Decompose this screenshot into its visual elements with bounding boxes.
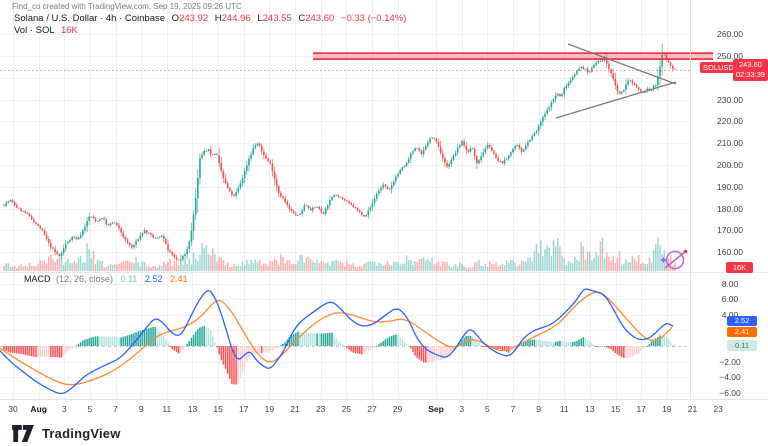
axis-label: 220.00 — [717, 116, 743, 127]
tradingview-wordmark[interactable]: TradingView — [42, 425, 121, 441]
last-price-value: 243.60 — [739, 60, 762, 69]
footer: TradingView — [10, 423, 121, 443]
time-tick-label: 11 — [162, 404, 172, 414]
time-axis[interactable]: 30 Aug 3 5 7 9 11 13 15 17 19 21 23 25 27 29 Sep 3 5 7 9 11 13… — [0, 399, 768, 419]
macd-study-row[interactable]: MACD (12, 26, close) 0.11 2.52 2.41 — [24, 274, 188, 284]
close-label: C — [298, 13, 306, 24]
sticker-icon[interactable] — [658, 247, 690, 278]
high-value: 244.96 — [221, 13, 251, 24]
time-tick-label: Aug — [30, 404, 47, 414]
time-tick-label: 30 — [8, 404, 18, 414]
axis-label: 170.00 — [717, 225, 743, 236]
time-tick-label: 17 — [636, 404, 646, 414]
time-tick-label: 19 — [264, 404, 275, 414]
axis-label: 230.00 — [717, 94, 743, 105]
time-tick-label: 17 — [239, 404, 249, 414]
time-tick-label: 9 — [138, 404, 144, 414]
time-tick-label: 7 — [510, 404, 516, 414]
time-tick-label: 15 — [610, 404, 621, 414]
volume-axis-badge: 16K — [726, 262, 753, 273]
macd-study-label: MACD — [24, 274, 51, 284]
time-tick-label: 21 — [687, 404, 698, 414]
axis-label: 180.00 — [717, 203, 743, 214]
time-tick-label: 25 — [341, 404, 352, 414]
axis-label: 8.00 — [721, 278, 739, 289]
macd-params: (12, 26, close) — [56, 274, 114, 284]
macd-axis-badge: 2.52 — [727, 316, 757, 326]
axis-label: 4.00 — [721, 309, 739, 320]
time-tick-label: 13 — [585, 404, 595, 414]
tradingview-logo-icon[interactable] — [10, 424, 36, 442]
time-tick-label: 13 — [187, 404, 198, 414]
time-tick-label: 3 — [459, 404, 465, 414]
high-label: H — [214, 13, 222, 24]
time-tick-label: 11 — [559, 404, 569, 414]
symbol-info-row[interactable]: Solana / U.S. Dollar · 4h · Coinbase O24… — [14, 13, 406, 24]
symbol-title[interactable]: Solana / U.S. Dollar · 4h · Coinbase — [14, 13, 166, 24]
axis-label: −4.00 — [719, 372, 741, 383]
close-value: 243.60 — [305, 13, 335, 24]
macd-hist-value: 0.11 — [120, 274, 138, 284]
axis-label: 200.00 — [717, 160, 743, 170]
axis-label: −2.00 — [719, 356, 741, 367]
time-tick-label: 7 — [113, 404, 118, 414]
time-tick-label: 23 — [713, 404, 723, 414]
time-tick-label: 23 — [315, 404, 326, 414]
axis-label: 160.00 — [717, 247, 743, 258]
low-value: 243.55 — [262, 13, 292, 24]
open-label: O — [171, 13, 180, 24]
axis-label: 260.00 — [717, 29, 743, 40]
candle-countdown: 02:33:39 — [735, 70, 766, 79]
open-value: 243.92 — [179, 13, 209, 24]
volume-study-value: 16K — [60, 25, 78, 36]
signal-axis-badge: 2.41 — [727, 327, 757, 337]
macd-signal-value: 2.41 — [169, 274, 188, 284]
pane-separator[interactable] — [0, 272, 768, 273]
axis-label: 190.00 — [717, 181, 743, 192]
time-tick-label: 29 — [392, 404, 403, 414]
time-tick-label: 5 — [87, 404, 93, 414]
time-tick-label: 3 — [61, 404, 67, 414]
time-tick-label: Sep — [428, 404, 444, 414]
volume-study-row[interactable]: Vol · SOL 16K — [14, 25, 78, 36]
axis-label: 6.00 — [721, 294, 739, 305]
time-tick-label: 19 — [662, 404, 672, 414]
low-label: L — [257, 13, 263, 24]
axis-label: −6.00 — [719, 387, 741, 398]
axis-label: 210.00 — [717, 138, 743, 149]
time-tick-label: 21 — [290, 404, 300, 414]
time-tick-label: 15 — [213, 404, 223, 414]
time-tick-label: 5 — [484, 404, 490, 414]
price-axis[interactable]: 260.00 250.00 230.00 220.00 210.00 200.00 190.… — [690, 0, 768, 399]
time-tick-label: 9 — [536, 404, 541, 414]
last-price-badge: 243.60 02:33:39 — [733, 59, 768, 81]
attribution-text: Find_co created with TradingView.com, Se… — [12, 2, 242, 11]
price-line-symbol-tag: SOLUSD — [700, 62, 737, 73]
volume-study-label: Vol · SOL — [14, 25, 55, 36]
time-tick-label: 27 — [367, 404, 377, 414]
change-value: −0.33 (−0.14%) — [340, 13, 407, 24]
hist-axis-badge: 0.11 — [727, 340, 757, 351]
macd-line-value: 2.52 — [144, 274, 163, 284]
axis-label: 250.00 — [717, 51, 743, 61]
